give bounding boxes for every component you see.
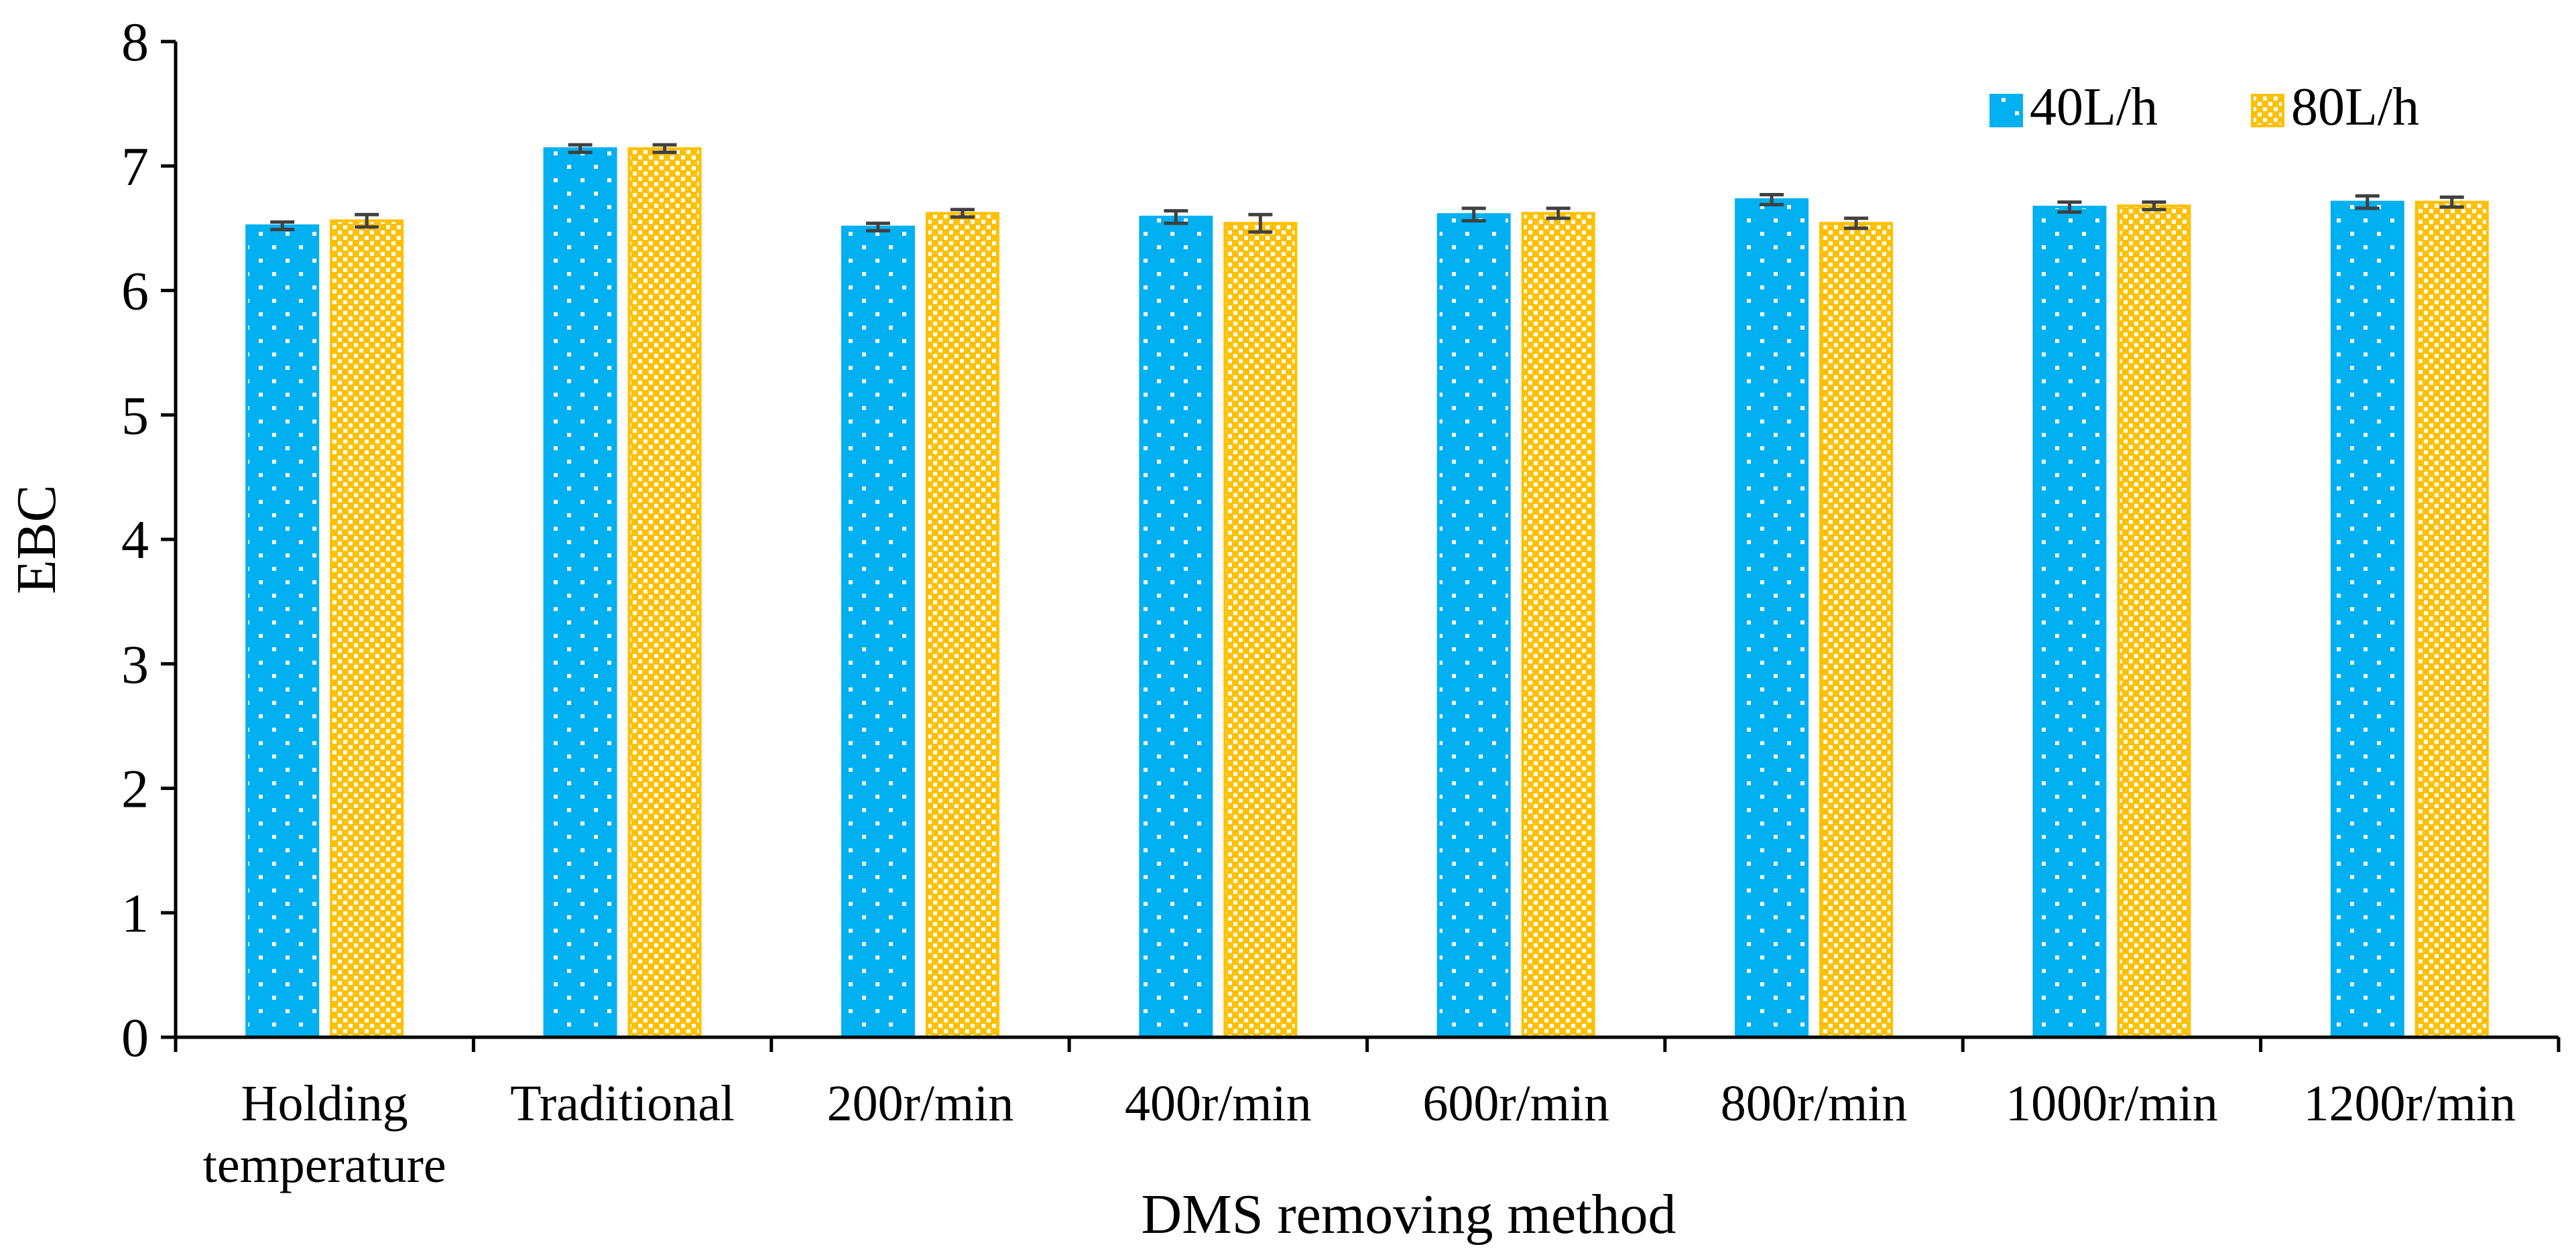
y-tick-label-7: 7 [121, 136, 149, 197]
legend-item-0: 40L/h [1989, 78, 2158, 137]
bar-80l-h-6 [2117, 204, 2191, 1039]
error-bar-0-1 [568, 143, 593, 154]
bar-80l-h-7 [2414, 200, 2489, 1039]
error-bar-0-6 [2057, 200, 2082, 214]
legend-swatch-0 [1989, 94, 2023, 127]
error-bars-layer [270, 143, 2464, 234]
legend: 40L/h 80L/h [1989, 78, 2419, 137]
labels-layer: 0 1 2 3 4 5 6 7 8 Holding temperature Traditional 20… [5, 11, 2516, 1246]
y-tick-label-3: 3 [121, 634, 149, 695]
x-tick-label-1: Traditional [510, 1075, 735, 1132]
bar-40l-h-0 [245, 224, 320, 1039]
bar-80l-h-0 [330, 219, 404, 1039]
legend-label-1: 80L/h [2291, 78, 2419, 137]
bar-80l-h-4 [1521, 212, 1595, 1039]
error-bar-1-4 [1546, 206, 1571, 220]
y-tick-label-1: 1 [121, 882, 149, 943]
error-bar-1-7 [2439, 195, 2464, 209]
bar-40l-h-2 [841, 225, 915, 1039]
x-axis-title: DMS removing method [1142, 1183, 1676, 1246]
error-bar-1-2 [950, 208, 975, 219]
y-tick-label-0: 0 [121, 1007, 149, 1068]
error-bar-0-0 [270, 220, 295, 231]
bar-80l-h-5 [1819, 222, 1894, 1039]
x-tick-label-5: 800r/min [1721, 1075, 1908, 1132]
bar-40l-h-4 [1436, 213, 1511, 1039]
x-tick-label-2: 200r/min [827, 1075, 1014, 1132]
y-tick-label-6: 6 [121, 261, 149, 322]
bar-40l-h-6 [2032, 206, 2107, 1039]
x-tick-label-6: 1000r/min [2006, 1075, 2218, 1132]
error-bar-1-1 [652, 143, 677, 154]
y-axis-title: EBC [5, 484, 68, 594]
axes-layer [161, 40, 2561, 1052]
bar-80l-h-1 [627, 147, 702, 1039]
x-tick-label-7: 1200r/min [2303, 1075, 2516, 1132]
bar-80l-h-2 [925, 212, 999, 1039]
legend-label-0: 40L/h [2030, 78, 2158, 137]
error-bar-0-3 [1164, 209, 1188, 225]
error-bar-0-2 [865, 221, 890, 233]
bars-layer [245, 147, 2489, 1039]
x-tick-label-3: 400r/min [1125, 1075, 1312, 1132]
bar-40l-h-3 [1139, 215, 1213, 1039]
bar-80l-h-3 [1223, 222, 1298, 1039]
error-bar-1-5 [1844, 216, 1869, 230]
x-tick-label-0: Holding temperature [203, 1075, 446, 1193]
error-bar-0-4 [1461, 206, 1486, 222]
bar-40l-h-1 [543, 147, 617, 1039]
error-bar-1-6 [2142, 200, 2166, 212]
y-tick-label-4: 4 [121, 509, 149, 570]
error-bar-0-5 [1760, 192, 1784, 206]
x-tick-label-4: 600r/min [1422, 1075, 1609, 1132]
legend-item-1: 80L/h [2251, 78, 2419, 137]
error-bar-0-7 [2355, 194, 2380, 210]
error-bar-1-0 [355, 212, 379, 229]
bar-40l-h-7 [2330, 200, 2404, 1039]
y-tick-label-8: 8 [121, 11, 149, 72]
y-tick-label-2: 2 [121, 758, 149, 819]
legend-swatch-1 [2251, 94, 2284, 127]
error-bar-1-3 [1248, 212, 1273, 234]
y-tick-label-5: 5 [121, 385, 149, 446]
bar-40l-h-5 [1735, 198, 1809, 1039]
